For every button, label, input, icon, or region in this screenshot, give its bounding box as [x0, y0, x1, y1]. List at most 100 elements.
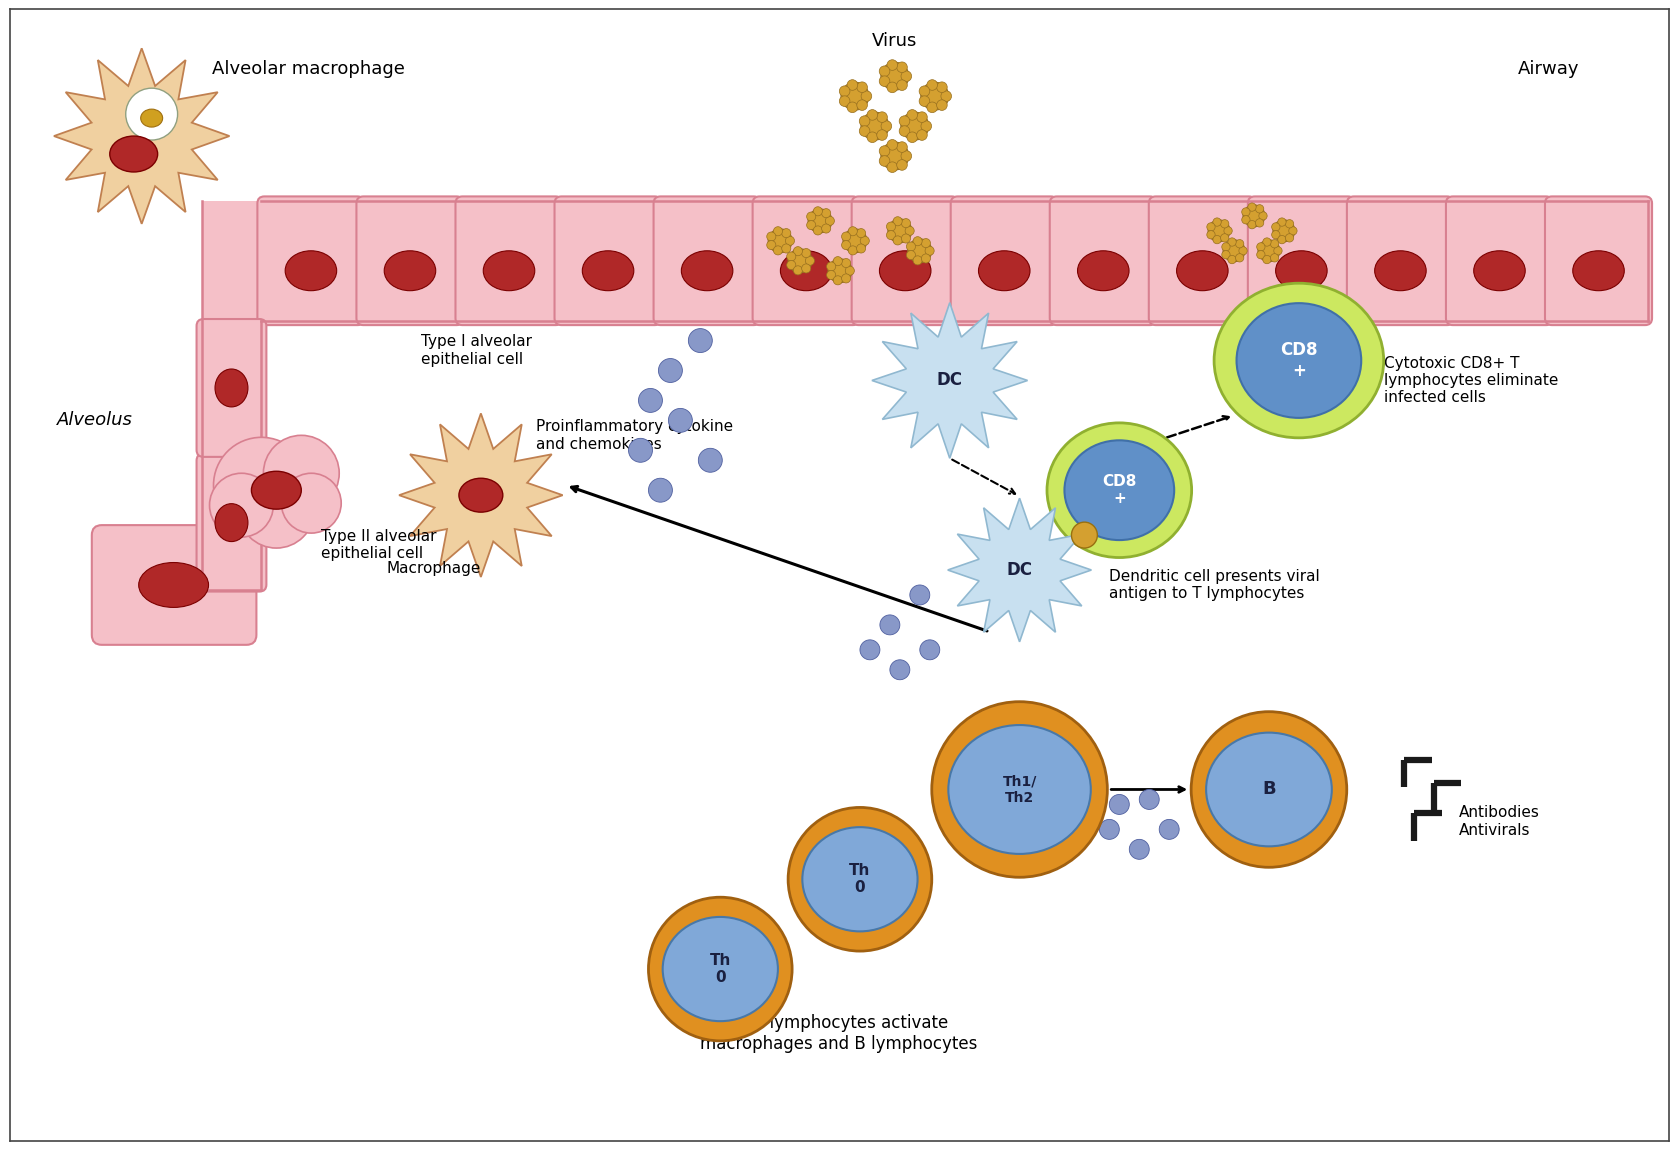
FancyBboxPatch shape — [92, 526, 257, 645]
Circle shape — [1242, 215, 1251, 224]
Circle shape — [1212, 236, 1221, 244]
FancyBboxPatch shape — [257, 197, 364, 325]
Circle shape — [1259, 212, 1268, 220]
FancyBboxPatch shape — [196, 319, 267, 457]
Ellipse shape — [880, 251, 930, 291]
Ellipse shape — [1276, 251, 1326, 291]
Polygon shape — [871, 302, 1028, 459]
Circle shape — [794, 246, 803, 255]
Circle shape — [1100, 820, 1120, 840]
Circle shape — [1271, 239, 1279, 248]
Text: Th
0: Th 0 — [710, 953, 730, 986]
Text: DC: DC — [937, 371, 962, 390]
Ellipse shape — [1177, 251, 1227, 291]
Circle shape — [782, 229, 791, 238]
Ellipse shape — [648, 897, 792, 1041]
Ellipse shape — [583, 251, 633, 291]
Circle shape — [1256, 251, 1264, 259]
Ellipse shape — [1573, 251, 1624, 291]
Circle shape — [1221, 220, 1229, 228]
Circle shape — [638, 389, 663, 413]
Circle shape — [893, 216, 902, 225]
Ellipse shape — [141, 109, 163, 128]
Circle shape — [920, 82, 949, 110]
Circle shape — [767, 232, 776, 242]
Circle shape — [1222, 240, 1246, 262]
Circle shape — [861, 91, 871, 101]
Circle shape — [900, 116, 910, 126]
Ellipse shape — [1236, 304, 1362, 417]
Circle shape — [1236, 254, 1244, 262]
Circle shape — [913, 237, 922, 246]
Circle shape — [833, 276, 843, 285]
FancyBboxPatch shape — [1347, 197, 1454, 325]
Circle shape — [1130, 840, 1148, 859]
Circle shape — [1222, 251, 1231, 259]
Circle shape — [774, 246, 782, 255]
Circle shape — [913, 255, 922, 264]
Circle shape — [1289, 227, 1298, 235]
Circle shape — [897, 62, 907, 72]
Circle shape — [881, 143, 908, 170]
Circle shape — [806, 212, 816, 221]
Circle shape — [902, 112, 928, 140]
Ellipse shape — [109, 136, 158, 172]
Circle shape — [1278, 217, 1286, 227]
Text: Dendritic cell presents viral
antigen to T lymphocytes: Dendritic cell presents viral antigen to… — [1110, 569, 1320, 601]
Circle shape — [887, 162, 898, 172]
Text: Type II alveolar
epithelial cell: Type II alveolar epithelial cell — [321, 529, 437, 561]
Circle shape — [688, 329, 712, 353]
Circle shape — [668, 408, 692, 432]
Circle shape — [937, 100, 947, 110]
Circle shape — [860, 236, 870, 245]
Circle shape — [1242, 205, 1264, 227]
Circle shape — [1207, 230, 1216, 239]
Circle shape — [887, 139, 898, 151]
FancyBboxPatch shape — [1446, 197, 1553, 325]
Circle shape — [1212, 217, 1221, 227]
Circle shape — [1209, 220, 1231, 242]
Circle shape — [826, 216, 834, 225]
Circle shape — [887, 82, 898, 93]
Circle shape — [213, 437, 309, 534]
Circle shape — [1207, 223, 1216, 231]
Ellipse shape — [1206, 733, 1331, 846]
Circle shape — [1159, 820, 1179, 840]
Circle shape — [1242, 208, 1251, 216]
Circle shape — [1273, 220, 1295, 242]
Circle shape — [1286, 233, 1295, 242]
Polygon shape — [400, 413, 562, 577]
FancyBboxPatch shape — [554, 197, 662, 325]
Circle shape — [787, 248, 813, 273]
Circle shape — [648, 478, 672, 503]
Circle shape — [880, 66, 890, 77]
Text: Macrophage: Macrophage — [386, 560, 480, 575]
Circle shape — [1256, 205, 1264, 213]
Text: Proinflammatory cytokine
and chemokines: Proinflammatory cytokine and chemokines — [536, 419, 732, 452]
Circle shape — [1140, 790, 1159, 810]
Circle shape — [917, 130, 927, 140]
Circle shape — [1263, 238, 1271, 246]
Polygon shape — [947, 498, 1091, 642]
Circle shape — [821, 208, 831, 217]
Ellipse shape — [252, 472, 301, 509]
Ellipse shape — [1064, 440, 1174, 540]
Text: Cytotoxic CD8+ T
lymphocytes eliminate
infected cells: Cytotoxic CD8+ T lymphocytes eliminate i… — [1383, 355, 1558, 405]
Ellipse shape — [932, 702, 1108, 877]
Text: Alveolus: Alveolus — [57, 412, 133, 429]
Circle shape — [897, 79, 907, 91]
Circle shape — [918, 86, 930, 97]
Circle shape — [880, 155, 890, 167]
Text: Th1/
Th2: Th1/ Th2 — [1002, 774, 1036, 805]
Circle shape — [893, 236, 902, 245]
Circle shape — [890, 660, 910, 680]
Circle shape — [1256, 218, 1264, 227]
Circle shape — [826, 270, 836, 279]
Bar — [201, 321, 262, 590]
Circle shape — [907, 109, 918, 121]
Circle shape — [887, 222, 895, 231]
Circle shape — [1271, 254, 1279, 262]
Ellipse shape — [1375, 251, 1425, 291]
Circle shape — [794, 266, 803, 275]
Circle shape — [860, 125, 870, 137]
